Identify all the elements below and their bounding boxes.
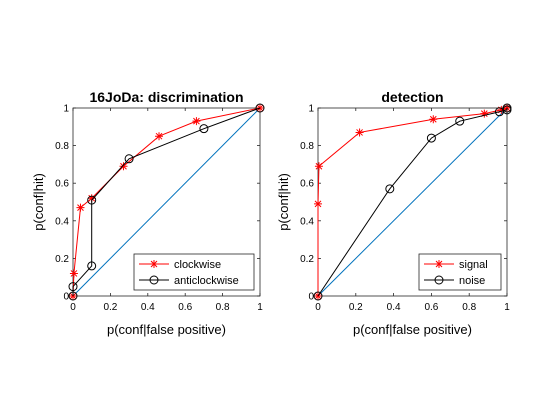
data-point-signal [314,199,322,208]
x-tick-label: 0.8 [462,302,476,313]
legend: clockwise anticlockwise [133,253,255,291]
data-point-signal [429,115,438,124]
y-tick-label: 0.8 [300,141,314,152]
data-point-anticlockwise [199,124,209,134]
data-point-signal [314,162,323,171]
legend-label-clockwise: clockwise [174,259,221,271]
data-point-clockwise [69,269,78,278]
data-point-signal [480,109,489,118]
series-noise [313,103,512,301]
legend-entry-clockwise: clockwise [139,259,221,271]
y-tick-label: 0.8 [55,141,69,152]
x-tick-label: 1 [504,302,510,313]
data-point-clockwise [192,117,201,126]
legend: signal noise [418,253,502,291]
series-line-anticlockwise [72,107,261,296]
legend-box [418,253,502,291]
x-tick-label: 1 [257,302,263,313]
y-tick-label: 0.6 [300,179,314,190]
x-axis-label: p(conf|false positive) [107,322,226,337]
x-axis-label: p(conf|false positive) [353,322,472,337]
series-line-signal [317,107,508,296]
legend-marker-signal [435,260,443,268]
y-tick-label: 0.4 [300,216,314,227]
axes-1: 0 0.2 0.4 0.6 0.8 1 0 0.2 0.4 0.6 0.8 1 16JoDa: disc… [31,89,265,337]
data-point-noise [502,103,512,113]
legend-label-signal: signal [459,259,488,271]
legend-entry-noise: noise [424,275,485,287]
data-point-noise [426,133,436,143]
data-point-noise [385,184,395,194]
chance-diagonal-line [72,107,261,297]
series-line-noise [317,108,508,297]
x-tick-label: 0.6 [178,302,192,313]
data-point-clockwise [76,203,85,212]
data-point-anticlockwise [124,154,134,164]
x-tick-label: 0.2 [349,302,363,313]
chart-title: 16JoDa: discrimination [89,89,243,105]
data-point-noise [313,291,323,301]
chart-title: detection [381,89,443,105]
legend-label-noise: noise [459,275,485,287]
y-tick-label: 0.2 [300,254,314,265]
y-tick-label: 1 [63,104,69,115]
data-point-noise [455,116,465,126]
legend-marker-anticlockwise [149,275,159,285]
legend-marker-clockwise [150,260,158,268]
y-tick-label: 0 [308,292,314,303]
legend-label-anticlockwise: anticlockwise [174,275,239,287]
legend-entry-signal: signal [424,259,488,271]
y-axis-label: p(conf|hit) [31,173,46,231]
x-tick-label: 0.4 [387,302,401,313]
data-point-clockwise [119,162,128,171]
data-point-anticlockwise [255,103,265,113]
series-anticlockwise [68,103,265,301]
data-point-anticlockwise [68,282,78,292]
x-tick-label: 0.8 [216,302,230,313]
y-tick-label: 0 [63,292,69,303]
x-tick-label: 0 [70,302,76,313]
y-tick-label: 0.6 [55,179,69,190]
x-tick-label: 0.4 [141,302,155,313]
data-point-signal [355,128,364,137]
y-tick-label: 0.4 [55,216,69,227]
legend-entry-anticlockwise: anticlockwise [139,275,239,287]
x-tick-label: 0 [315,302,321,313]
data-point-clockwise [155,132,164,141]
y-axis-label: p(conf|hit) [276,173,291,231]
y-tick-label: 0.2 [55,254,69,265]
data-point-signal [497,105,506,114]
data-point-anticlockwise [87,261,97,271]
axes-2: 0 0.2 0.4 0.6 0.8 1 0 0.2 0.4 0.6 0.8 1 detection p(c… [276,89,512,337]
legend-marker-noise [434,275,444,285]
chance-diagonal-line [317,107,508,297]
x-tick-label: 0.6 [424,302,438,313]
data-point-clockwise [87,194,96,203]
data-point-anticlockwise [87,195,97,205]
y-tick-label: 1 [308,104,314,115]
data-point-anticlockwise [68,291,78,301]
x-tick-label: 0.2 [103,302,117,313]
